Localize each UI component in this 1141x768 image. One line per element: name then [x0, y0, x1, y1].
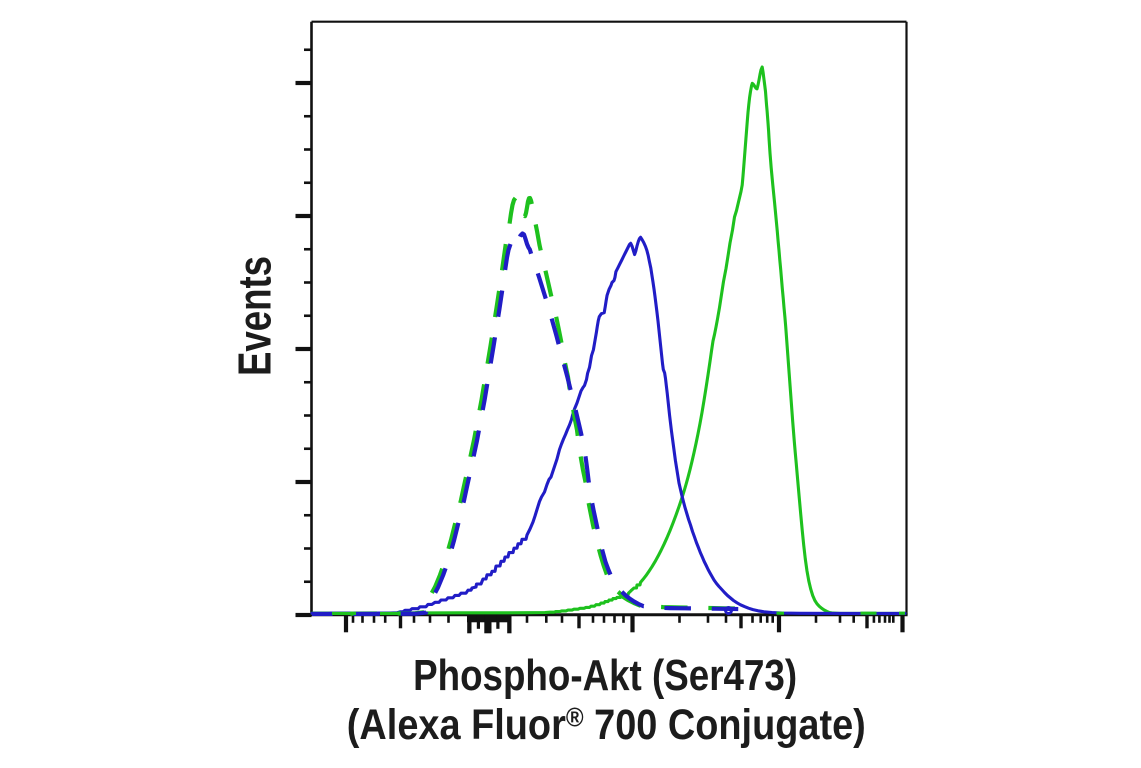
svg-text:Events: Events [229, 256, 281, 376]
svg-text:Phospho-Akt (Ser473): Phospho-Akt (Ser473) [413, 651, 797, 700]
svg-text:(Alexa Fluor® 700 Conjugate): (Alexa Fluor® 700 Conjugate) [347, 702, 866, 749]
